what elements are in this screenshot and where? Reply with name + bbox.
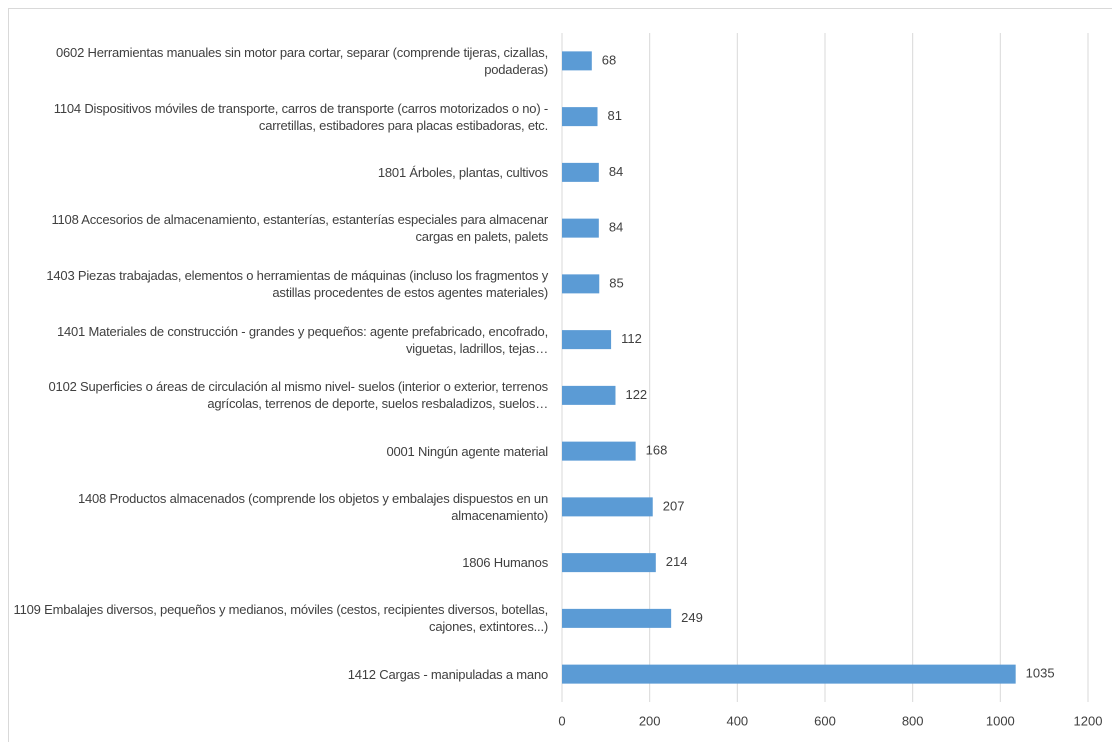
category-label: 1104 Dispositivos móviles de transporte,…: [53, 100, 548, 133]
x-tick-label: 600: [814, 713, 836, 728]
category-label-box: 1801 Árboles, plantas, cultivos: [12, 146, 548, 198]
value-label: 68: [602, 52, 616, 67]
category-label-box: 1108 Accesorios de almacenamiento, estan…: [12, 202, 548, 254]
bar: [562, 107, 598, 127]
bar: [562, 441, 636, 461]
value-label: 1035: [1026, 666, 1055, 681]
x-tick-label: 1200: [1074, 713, 1103, 728]
value-label: 84: [609, 164, 623, 179]
category-label: 0602 Herramientas manuales sin motor par…: [56, 44, 548, 77]
category-label-box: 0602 Herramientas manuales sin motor par…: [12, 35, 548, 87]
category-label: 1412 Cargas - manipuladas a mano: [347, 666, 548, 682]
bar: [562, 664, 1016, 684]
x-tick-label: 0: [558, 713, 565, 728]
value-label: 112: [621, 331, 642, 346]
category-label-box: 1408 Productos almacenados (comprende lo…: [12, 481, 548, 533]
category-label: 1108 Accesorios de almacenamiento, estan…: [51, 212, 548, 245]
bar: [562, 553, 656, 573]
value-label: 168: [646, 443, 668, 458]
value-label: 207: [663, 498, 685, 513]
category-label: 1109 Embalajes diversos, pequeños y medi…: [13, 602, 549, 635]
bar: [562, 51, 592, 71]
category-label-box: 1403 Piezas trabajadas, elementos o herr…: [12, 258, 548, 310]
chart-border: [8, 8, 1112, 742]
category-label: 1801 Árboles, plantas, cultivos: [377, 164, 548, 180]
category-label-box: 1412 Cargas - manipuladas a mano: [12, 648, 548, 700]
bar: [562, 218, 599, 238]
x-tick-label: 400: [726, 713, 748, 728]
x-tick-label: 800: [902, 713, 924, 728]
category-label-box: 0001 Ningún agente material: [12, 425, 548, 477]
x-tick-label: 1000: [986, 713, 1015, 728]
value-label: 122: [625, 387, 647, 402]
bar: [562, 162, 599, 182]
category-label: 1806 Humanos: [462, 555, 548, 571]
category-label-box: 1109 Embalajes diversos, pequeños y medi…: [12, 592, 549, 644]
value-label: 84: [609, 220, 623, 235]
value-label: 249: [681, 610, 703, 625]
category-label-box: 1104 Dispositivos móviles de transporte,…: [12, 91, 548, 143]
bar: [562, 274, 600, 294]
value-label: 214: [666, 554, 688, 569]
value-label: 81: [608, 108, 622, 123]
category-label: 0001 Ningún agente material: [386, 443, 548, 459]
x-tick-label: 200: [639, 713, 661, 728]
category-label-box: 1806 Humanos: [12, 537, 548, 589]
category-label: 1403 Piezas trabajadas, elementos o herr…: [46, 267, 548, 300]
bar: [562, 385, 616, 405]
category-label-box: 1401 Materiales de construcción - grande…: [12, 314, 548, 366]
bar: [562, 608, 672, 628]
category-label: 0102 Superficies o áreas de circulación …: [48, 379, 549, 412]
bar: [562, 330, 612, 350]
category-label-box: 0102 Superficies o áreas de circulación …: [12, 369, 549, 421]
category-label: 1401 Materiales de construcción - grande…: [56, 323, 548, 356]
value-label: 85: [609, 275, 623, 290]
category-label: 1408 Productos almacenados (comprende lo…: [77, 490, 548, 523]
bar: [562, 497, 653, 517]
